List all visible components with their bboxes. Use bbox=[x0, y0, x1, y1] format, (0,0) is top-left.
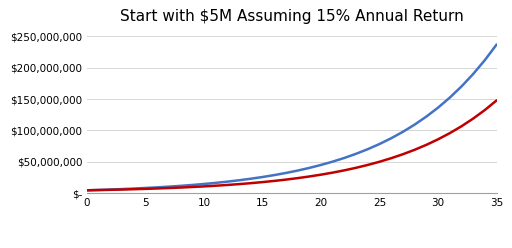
Live Off Assets at 4.6% Initial Draw (Real) bbox=[236, 183, 242, 186]
Buy, Borrow, Die (Net Real) bbox=[353, 152, 359, 155]
Live Off Assets at 4.6% Initial Draw (Real) bbox=[248, 182, 254, 185]
Live Off Assets at 4.6% Initial Draw (Real) bbox=[201, 185, 207, 188]
Buy, Borrow, Die (Net Real) bbox=[423, 115, 430, 118]
Buy, Borrow, Die (Net Real) bbox=[447, 96, 453, 99]
Live Off Assets at 4.6% Initial Draw (Real) bbox=[96, 188, 102, 191]
Live Off Assets at 4.6% Initial Draw (Real) bbox=[306, 175, 312, 178]
Buy, Borrow, Die (Net Real) bbox=[189, 184, 196, 186]
Buy, Borrow, Die (Net Real) bbox=[142, 186, 148, 189]
Live Off Assets at 4.6% Initial Draw (Real) bbox=[84, 189, 90, 192]
Buy, Borrow, Die (Net Real) bbox=[166, 185, 172, 188]
Buy, Borrow, Die (Net Real) bbox=[482, 59, 488, 62]
Buy, Borrow, Die (Net Real) bbox=[212, 181, 219, 184]
Buy, Borrow, Die (Net Real) bbox=[342, 156, 348, 159]
Live Off Assets at 4.6% Initial Draw (Real) bbox=[365, 163, 371, 166]
Live Off Assets at 4.6% Initial Draw (Real) bbox=[260, 181, 266, 184]
Buy, Borrow, Die (Net Real) bbox=[154, 186, 160, 189]
Live Off Assets at 4.6% Initial Draw (Real) bbox=[423, 143, 430, 146]
Buy, Borrow, Die (Net Real) bbox=[224, 180, 230, 183]
Live Off Assets at 4.6% Initial Draw (Real) bbox=[189, 186, 196, 188]
Live Off Assets at 4.6% Initial Draw (Real) bbox=[119, 188, 125, 191]
Buy, Borrow, Die (Net Real) bbox=[388, 137, 394, 140]
Buy, Borrow, Die (Net Real) bbox=[271, 174, 278, 177]
Buy, Borrow, Die (Net Real) bbox=[248, 177, 254, 180]
Buy, Borrow, Die (Net Real) bbox=[283, 171, 289, 174]
Live Off Assets at 4.6% Initial Draw (Real) bbox=[447, 132, 453, 135]
Live Off Assets at 4.6% Initial Draw (Real) bbox=[400, 153, 406, 156]
Live Off Assets at 4.6% Initial Draw (Real) bbox=[482, 108, 488, 111]
Live Off Assets at 4.6% Initial Draw (Real) bbox=[318, 173, 324, 176]
Buy, Borrow, Die (Net Real) bbox=[330, 160, 336, 163]
Live Off Assets at 4.6% Initial Draw (Real) bbox=[212, 184, 219, 187]
Live Off Assets at 4.6% Initial Draw (Real) bbox=[470, 117, 476, 120]
Live Off Assets at 4.6% Initial Draw (Real) bbox=[435, 138, 441, 141]
Live Off Assets at 4.6% Initial Draw (Real) bbox=[142, 187, 148, 190]
Buy, Borrow, Die (Net Real) bbox=[306, 166, 312, 169]
Live Off Assets at 4.6% Initial Draw (Real) bbox=[342, 169, 348, 172]
Buy, Borrow, Die (Net Real) bbox=[108, 188, 114, 191]
Buy, Borrow, Die (Net Real) bbox=[96, 188, 102, 191]
Live Off Assets at 4.6% Initial Draw (Real) bbox=[283, 178, 289, 181]
Buy, Borrow, Die (Net Real) bbox=[470, 72, 476, 75]
Buy, Borrow, Die (Net Real) bbox=[412, 123, 418, 126]
Buy, Borrow, Die (Net Real) bbox=[178, 184, 184, 187]
Buy, Borrow, Die (Net Real) bbox=[84, 189, 90, 192]
Buy, Borrow, Die (Net Real) bbox=[318, 163, 324, 166]
Buy, Borrow, Die (Net Real) bbox=[260, 176, 266, 179]
Buy, Borrow, Die (Net Real) bbox=[435, 106, 441, 109]
Live Off Assets at 4.6% Initial Draw (Real) bbox=[224, 184, 230, 186]
Live Off Assets at 4.6% Initial Draw (Real) bbox=[154, 187, 160, 190]
Buy, Borrow, Die (Net Real) bbox=[119, 187, 125, 190]
Buy, Borrow, Die (Net Real) bbox=[400, 130, 406, 133]
Line: Live Off Assets at 4.6% Initial Draw (Real): Live Off Assets at 4.6% Initial Draw (Re… bbox=[87, 100, 497, 190]
Buy, Borrow, Die (Net Real) bbox=[376, 142, 382, 145]
Live Off Assets at 4.6% Initial Draw (Real) bbox=[271, 179, 278, 182]
Live Off Assets at 4.6% Initial Draw (Real) bbox=[494, 99, 500, 102]
Live Off Assets at 4.6% Initial Draw (Real) bbox=[458, 125, 464, 128]
Legend: Buy, Borrow, Die (Net Real), Live Off Assets at 4.6% Initial Draw (Real): Buy, Borrow, Die (Net Real), Live Off As… bbox=[74, 245, 510, 248]
Live Off Assets at 4.6% Initial Draw (Real) bbox=[166, 186, 172, 189]
Buy, Borrow, Die (Net Real) bbox=[236, 179, 242, 182]
Live Off Assets at 4.6% Initial Draw (Real) bbox=[131, 188, 137, 191]
Line: Buy, Borrow, Die (Net Real): Buy, Borrow, Die (Net Real) bbox=[87, 44, 497, 190]
Title: Start with $5M Assuming 15% Annual Return: Start with $5M Assuming 15% Annual Retur… bbox=[120, 9, 464, 24]
Live Off Assets at 4.6% Initial Draw (Real) bbox=[108, 188, 114, 191]
Live Off Assets at 4.6% Initial Draw (Real) bbox=[294, 177, 301, 180]
Live Off Assets at 4.6% Initial Draw (Real) bbox=[330, 171, 336, 174]
Buy, Borrow, Die (Net Real) bbox=[201, 183, 207, 186]
Live Off Assets at 4.6% Initial Draw (Real) bbox=[376, 160, 382, 163]
Buy, Borrow, Die (Net Real) bbox=[458, 85, 464, 88]
Live Off Assets at 4.6% Initial Draw (Real) bbox=[412, 148, 418, 151]
Buy, Borrow, Die (Net Real) bbox=[365, 148, 371, 151]
Buy, Borrow, Die (Net Real) bbox=[294, 169, 301, 172]
Live Off Assets at 4.6% Initial Draw (Real) bbox=[178, 186, 184, 189]
Live Off Assets at 4.6% Initial Draw (Real) bbox=[353, 166, 359, 169]
Buy, Borrow, Die (Net Real) bbox=[494, 43, 500, 46]
Buy, Borrow, Die (Net Real) bbox=[131, 187, 137, 190]
Live Off Assets at 4.6% Initial Draw (Real) bbox=[388, 157, 394, 160]
